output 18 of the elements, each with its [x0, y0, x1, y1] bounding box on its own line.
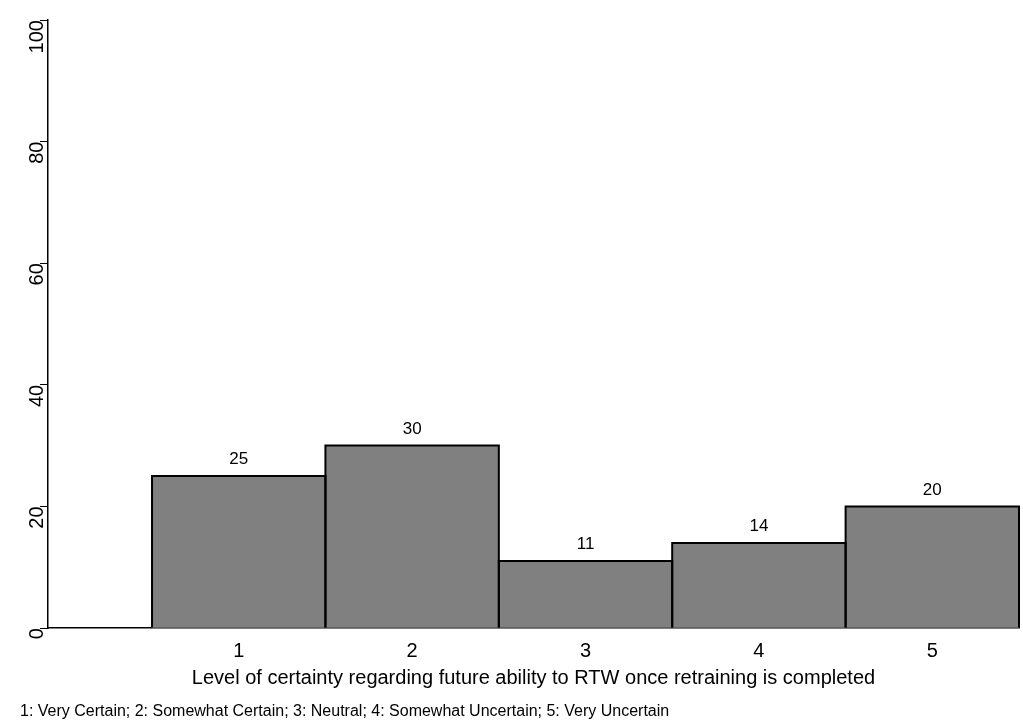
y-tick-label: 40: [24, 384, 47, 408]
data-label: 14: [749, 516, 769, 536]
y-tick-label: 0: [24, 628, 47, 640]
x-tick-label: 3: [579, 638, 592, 661]
y-tick-label: 20: [24, 506, 47, 529]
x-tick-label: 5: [926, 638, 938, 661]
x-axis-title: Level of certainty regarding future ability to RTW once retraining is completed: [191, 665, 876, 688]
data-label: 25: [229, 449, 249, 469]
y-tick-label: 80: [24, 141, 47, 164]
x-tick-label: 1: [233, 638, 245, 661]
text: 1: Very Certain; 2: Somewhat Certain; 3: Neutral; 4: Somewhat Uncertain; 5: Very Uncertain: [20, 702, 670, 720]
y-tick-label: 60: [24, 263, 47, 286]
x-tick-label: 4: [753, 638, 765, 661]
x-tick-label: 2: [406, 638, 418, 661]
data-label: 30: [402, 418, 422, 438]
y-tick-label: 100: [24, 20, 47, 54]
data-label: 11: [576, 534, 595, 554]
data-label: 20: [922, 479, 942, 499]
